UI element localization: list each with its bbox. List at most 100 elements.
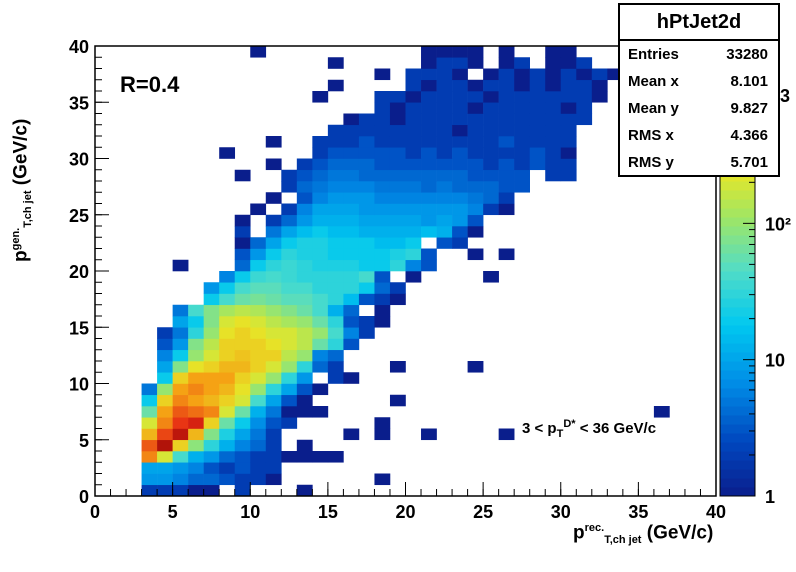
heatmap-cell bbox=[281, 169, 298, 182]
heatmap-cell bbox=[405, 124, 422, 137]
stats-row-rms-y: RMS y 5.701 bbox=[620, 149, 778, 176]
heatmap-cell bbox=[389, 282, 406, 294]
heatmap-cell bbox=[203, 406, 220, 418]
heatmap-cell bbox=[436, 57, 453, 69]
heatmap-cell bbox=[560, 169, 577, 182]
heatmap-cell bbox=[281, 259, 298, 272]
stats-value: 8.101 bbox=[730, 73, 768, 90]
heatmap-cell bbox=[498, 158, 515, 171]
heatmap-cell bbox=[188, 451, 204, 463]
heatmap-cell bbox=[421, 169, 437, 182]
heatmap-cell bbox=[327, 372, 344, 384]
heatmap-cell bbox=[219, 383, 236, 396]
heatmap-cell bbox=[467, 214, 484, 227]
heatmap-cell bbox=[172, 327, 189, 339]
heatmap-cell bbox=[389, 248, 406, 261]
heatmap-cell bbox=[483, 124, 499, 137]
heatmap-cell bbox=[296, 259, 313, 272]
heatmap-cell bbox=[281, 181, 298, 193]
heatmap-cell bbox=[545, 46, 562, 58]
heatmap-cell bbox=[265, 214, 282, 227]
colorbar-segment bbox=[720, 451, 755, 461]
heatmap-cell bbox=[405, 192, 422, 204]
colorbar-segment bbox=[720, 280, 755, 290]
heatmap-cell bbox=[312, 158, 329, 171]
heatmap-cell bbox=[234, 226, 251, 238]
heatmap-cell bbox=[405, 136, 422, 148]
colorbar-segment bbox=[720, 361, 755, 371]
stats-label: Entries bbox=[628, 46, 679, 63]
heatmap-cell bbox=[327, 136, 344, 148]
heatmap-cell bbox=[327, 282, 344, 294]
heatmap-cell bbox=[219, 417, 236, 429]
heatmap-cell bbox=[281, 237, 298, 249]
colorbar-segment bbox=[720, 244, 755, 254]
heatmap-cell bbox=[281, 316, 298, 328]
heatmap-cell bbox=[343, 428, 360, 441]
heatmap-cell bbox=[452, 57, 468, 69]
heatmap-cell bbox=[250, 259, 267, 272]
heatmap-cell bbox=[421, 46, 437, 58]
heatmap-cell bbox=[234, 169, 251, 182]
radius-label: R=0.4 bbox=[120, 72, 180, 97]
heatmap-cell bbox=[188, 406, 204, 418]
heatmap-cell bbox=[452, 68, 468, 81]
heatmap-cell bbox=[483, 102, 499, 114]
heatmap-cell bbox=[234, 372, 251, 384]
heatmap-cell bbox=[374, 147, 391, 159]
stats-box: hPtJet2d Entries 33280 Mean x 8.101 Mean y… bbox=[618, 3, 780, 177]
heatmap-cell bbox=[281, 394, 298, 407]
x-tick-label: 35 bbox=[628, 502, 648, 522]
heatmap-cell bbox=[281, 338, 298, 351]
colorbar-tick-label: 10 bbox=[765, 351, 785, 371]
heatmap-cell bbox=[421, 113, 437, 126]
heatmap-cell bbox=[545, 68, 562, 81]
heatmap-cell bbox=[498, 46, 515, 58]
heatmap-cell bbox=[389, 259, 406, 272]
heatmap-cell bbox=[250, 237, 267, 249]
heatmap-cell bbox=[219, 349, 236, 362]
heatmap-cell bbox=[560, 147, 577, 159]
heatmap-cell bbox=[157, 417, 173, 429]
colorbar-segment bbox=[720, 478, 755, 488]
heatmap-cell bbox=[358, 147, 375, 159]
heatmap-cell bbox=[219, 439, 236, 452]
heatmap-cell bbox=[188, 439, 204, 452]
heatmap-cell bbox=[343, 248, 360, 261]
heatmap-cell bbox=[141, 473, 158, 486]
heatmap-cell bbox=[327, 192, 344, 204]
heatmap-cell bbox=[203, 293, 220, 306]
heatmap-cell bbox=[265, 349, 282, 362]
heatmap-cell bbox=[234, 484, 251, 497]
heatmap-cell bbox=[265, 361, 282, 373]
heatmap-cell bbox=[389, 91, 406, 103]
heatmap-cell bbox=[514, 57, 530, 69]
heatmap-cell bbox=[296, 282, 313, 294]
heatmap-cell bbox=[219, 304, 236, 317]
stats-row-entries: Entries 33280 bbox=[620, 41, 778, 68]
heatmap-cell bbox=[203, 282, 220, 294]
heatmap-cell bbox=[452, 158, 468, 171]
heatmap-cell bbox=[358, 214, 375, 227]
heatmap-cell bbox=[234, 439, 251, 452]
heatmap-cell bbox=[312, 192, 329, 204]
heatmap-cell bbox=[514, 124, 530, 137]
heatmap-cell bbox=[281, 417, 298, 429]
colorbar-segment bbox=[720, 217, 755, 227]
heatmap-cell bbox=[436, 68, 453, 81]
heatmap-cell bbox=[374, 282, 391, 294]
heatmap-cell bbox=[312, 248, 329, 261]
heatmap-cell bbox=[452, 113, 468, 126]
heatmap-cell bbox=[576, 57, 593, 69]
heatmap-cell bbox=[421, 214, 437, 227]
heatmap-cell bbox=[421, 428, 437, 441]
heatmap-cell bbox=[389, 102, 406, 114]
heatmap-cell bbox=[389, 226, 406, 238]
heatmap-cell bbox=[141, 394, 158, 407]
heatmap-cell bbox=[203, 349, 220, 362]
heatmap-cell bbox=[265, 282, 282, 294]
heatmap-cell bbox=[296, 203, 313, 216]
heatmap-cell bbox=[203, 439, 220, 452]
heatmap-cell bbox=[188, 316, 204, 328]
heatmap-cell bbox=[343, 214, 360, 227]
